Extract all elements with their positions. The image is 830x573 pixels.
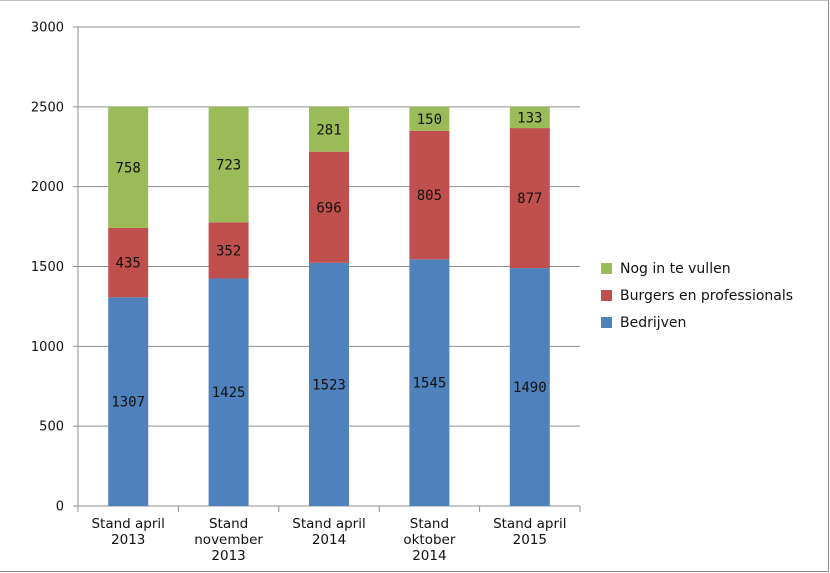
x-tick-label: november	[194, 532, 263, 548]
bar-burgers-en-professionals-0	[108, 227, 149, 298]
data-label: 805	[417, 188, 442, 204]
y-tick-label: 0	[56, 500, 64, 515]
bar-nog-in-te-vullen-1	[208, 106, 249, 223]
data-label: 696	[316, 200, 341, 216]
x-tick-label: 2015	[513, 532, 547, 548]
bar-bedrijven-0	[108, 297, 149, 506]
data-label: 352	[216, 243, 241, 259]
data-label: 1545	[413, 376, 447, 392]
legend: Nog in te vullen Burgers en professionals…	[601, 261, 793, 331]
legend-entry: Bedrijven	[620, 315, 686, 331]
y-tick-label: 500	[39, 420, 64, 435]
bar-nog-in-te-vullen-0	[108, 106, 149, 228]
legend-swatch	[601, 317, 612, 328]
bar-nog-in-te-vullen-3	[409, 106, 450, 131]
legend-entry: Nog in te vullen	[620, 261, 731, 277]
data-label: 281	[316, 122, 341, 138]
x-tick-label: oktober	[403, 532, 456, 548]
data-label: 133	[517, 110, 542, 126]
x-tick-label: Stand april	[91, 516, 164, 532]
legend-swatch	[601, 263, 612, 274]
bars	[108, 106, 550, 506]
x-tick-label: 2013	[211, 548, 245, 564]
x-tick-label: Stand	[410, 516, 449, 532]
y-tick-label: 3000	[31, 21, 64, 36]
data-label: 435	[116, 256, 141, 272]
x-tick-label: Stand	[209, 516, 248, 532]
data-label: 150	[417, 112, 442, 128]
data-label: 723	[216, 158, 241, 174]
x-tick-label: 2014	[412, 548, 446, 564]
bar-bedrijven-1	[208, 278, 249, 506]
y-tick-label: 2500	[31, 100, 64, 115]
bar-burgers-en-professionals-1	[208, 222, 249, 279]
y-tick-label: 1500	[31, 260, 64, 275]
labels: 0 500 1000 1500 2000 2500 3000 1307 435 758 Stand …	[31, 21, 567, 565]
bar-bedrijven-4	[509, 268, 550, 506]
x-tick-label: Stand april	[493, 516, 566, 532]
bar-bedrijven-2	[309, 262, 349, 506]
data-label: 877	[517, 191, 542, 207]
x-tick-label: Stand april	[292, 516, 365, 532]
y-tick-label: 2000	[31, 180, 64, 195]
x-tick-label: 2014	[312, 532, 346, 548]
data-label: 1307	[111, 395, 145, 411]
data-label: 1490	[513, 380, 547, 396]
legend-swatch	[601, 290, 612, 301]
data-label: 1425	[212, 385, 246, 401]
data-label: 758	[116, 160, 141, 176]
data-label: 1523	[312, 377, 346, 393]
x-tick-label: 2013	[111, 532, 145, 548]
bar-burgers-en-professionals-3	[409, 130, 450, 260]
bar-nog-in-te-vullen-2	[309, 106, 349, 152]
y-tick-label: 1000	[31, 340, 64, 355]
bar-nog-in-te-vullen-4	[509, 106, 550, 129]
legend-entry: Burgers en professionals	[620, 288, 793, 304]
bar-bedrijven-3	[409, 259, 450, 506]
bar-burgers-en-professionals-4	[509, 128, 550, 269]
bar-burgers-en-professionals-2	[309, 151, 349, 263]
